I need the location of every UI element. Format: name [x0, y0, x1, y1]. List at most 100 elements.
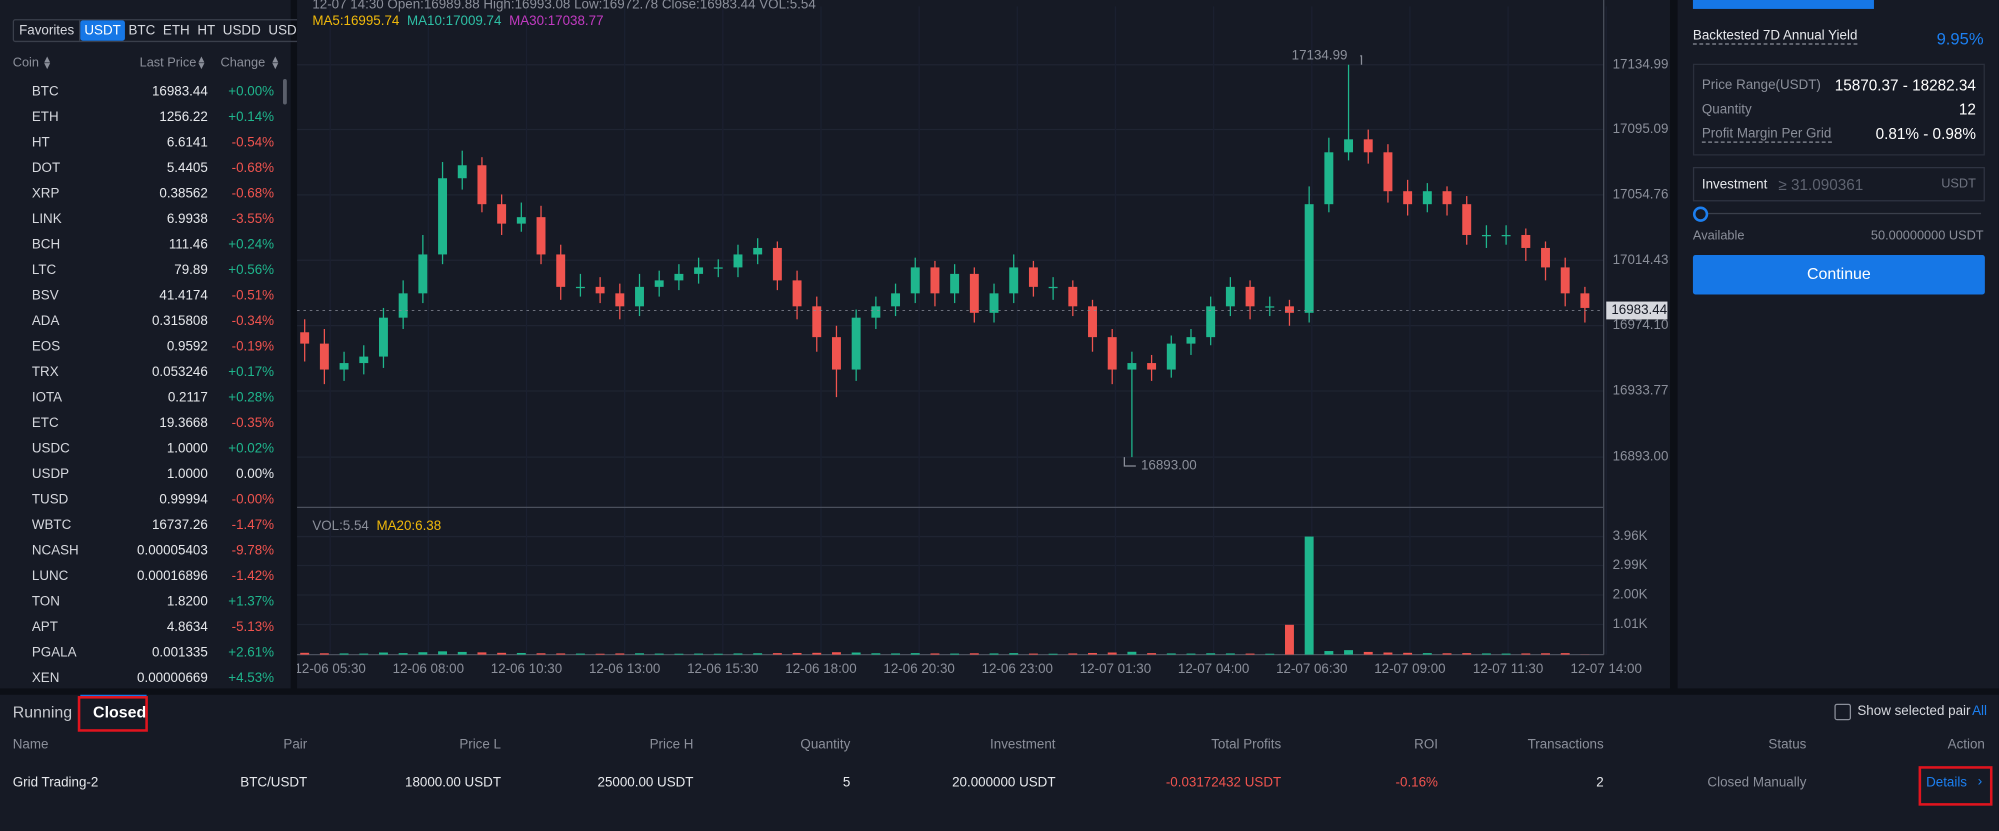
- y-tick-label: 16893.00: [1613, 449, 1669, 464]
- last-price: 19.3668: [159, 415, 208, 431]
- coin-name[interactable]: XEN: [31, 670, 60, 686]
- param-label: Quantity: [1701, 101, 1752, 118]
- highlight-box: [77, 696, 148, 732]
- market-tab[interactable]: USDC: [268, 22, 307, 39]
- coin-name[interactable]: BTC: [31, 84, 59, 100]
- coin-name[interactable]: BSV: [31, 288, 59, 304]
- change: -0.19%: [231, 339, 275, 355]
- orders-panel: Running Closed Show selected pair All Na…: [0, 694, 1999, 831]
- volume-bar: [1403, 652, 1413, 655]
- all-link[interactable]: All: [1972, 703, 1987, 719]
- coin-name[interactable]: BCH: [31, 237, 61, 253]
- last-price: 0.315808: [151, 313, 208, 329]
- candle-body: [1560, 267, 1570, 294]
- y-tick-label: 17095.09: [1613, 121, 1669, 136]
- volume-bar: [1324, 651, 1334, 655]
- investment-input[interactable]: Investment ≥ 31.090361 USDT: [1692, 166, 1985, 202]
- candle-body: [1048, 286, 1058, 289]
- tab-running[interactable]: Running: [12, 703, 73, 722]
- cell: BTC/USDT: [240, 775, 308, 791]
- candle-body: [635, 286, 644, 307]
- coin-name[interactable]: APT: [31, 619, 58, 635]
- coin-name[interactable]: TON: [31, 594, 60, 610]
- candle-body: [910, 267, 920, 294]
- coin-name[interactable]: HT: [31, 135, 50, 151]
- last-price-label: 16983.44: [1611, 302, 1667, 317]
- column-header[interactable]: Coin: [12, 56, 39, 71]
- volume-bar: [1245, 653, 1255, 655]
- volume-bar: [1304, 536, 1314, 655]
- show-selected-label: Show selected pair: [1857, 703, 1971, 719]
- market-tab[interactable]: Favorites: [14, 20, 81, 41]
- volume-bar: [910, 653, 920, 655]
- candle-body: [1383, 152, 1393, 192]
- tab-closed[interactable]: Closed: [93, 703, 147, 722]
- volume-bar: [1107, 652, 1117, 655]
- coin-name[interactable]: PGALA: [31, 645, 77, 661]
- market-tab[interactable]: USDT: [80, 20, 125, 41]
- coin-name[interactable]: ETH: [31, 109, 59, 125]
- candle-body: [1501, 234, 1511, 237]
- last-price: 1.0000: [166, 441, 208, 457]
- slider-track: [1698, 212, 1982, 215]
- coin-name[interactable]: USDP: [31, 466, 70, 482]
- volume-bar: [1225, 653, 1235, 655]
- change: +4.53%: [228, 670, 275, 686]
- coin-name[interactable]: TRX: [31, 364, 59, 380]
- column-header[interactable]: Change: [220, 56, 266, 71]
- volume-bar: [1088, 652, 1097, 655]
- input-unit: USDT: [1941, 177, 1976, 192]
- yield-label: Backtested 7D Annual Yield: [1692, 28, 1858, 45]
- checkbox[interactable]: [1834, 703, 1852, 721]
- coin-name[interactable]: USDC: [31, 441, 70, 457]
- column-header: Total Profits: [1211, 736, 1282, 753]
- param-value: 12: [1958, 100, 1976, 119]
- last-price: 4.8634: [166, 619, 208, 635]
- last-price: 0.9592: [166, 339, 208, 355]
- change: +0.24%: [228, 237, 275, 253]
- column-header: Status: [1768, 736, 1807, 753]
- candle-body: [1422, 191, 1432, 205]
- coin-name[interactable]: TUSD: [31, 492, 69, 508]
- candle-body: [536, 217, 546, 255]
- column-header[interactable]: Last Price: [139, 56, 197, 71]
- coin-name[interactable]: LTC: [31, 262, 57, 278]
- volume-bar: [733, 653, 743, 655]
- market-tab[interactable]: ETH: [162, 22, 190, 39]
- coin-name[interactable]: WBTC: [31, 517, 72, 533]
- coin-name[interactable]: XRP: [31, 186, 60, 202]
- cell: 5: [842, 775, 851, 791]
- candle-body: [851, 317, 861, 370]
- coin-name[interactable]: IOTA: [31, 390, 63, 406]
- coin-name[interactable]: LUNC: [31, 568, 69, 584]
- change: -0.68%: [231, 186, 275, 202]
- change: +0.14%: [228, 109, 275, 125]
- volume-bar: [1462, 653, 1472, 655]
- candle-body: [950, 273, 960, 294]
- coin-name[interactable]: DOT: [31, 160, 61, 176]
- cell[interactable]: Details: [1926, 775, 1968, 791]
- candle-body: [1265, 306, 1275, 308]
- x-tick-label: 12-06 15:30: [687, 661, 758, 676]
- candle-body: [1009, 267, 1019, 294]
- candle-body: [457, 165, 467, 179]
- x-tick-label: 12-07 14:00: [1571, 661, 1642, 676]
- coin-name[interactable]: NCASH: [31, 543, 79, 559]
- continue-button[interactable]: Continue: [1692, 254, 1985, 295]
- change: -3.55%: [231, 211, 275, 227]
- market-tab[interactable]: HT: [197, 22, 216, 39]
- candle-body: [871, 306, 881, 318]
- coin-name[interactable]: EOS: [31, 339, 61, 355]
- candle-body: [753, 247, 763, 255]
- coin-name[interactable]: LINK: [31, 211, 62, 227]
- volume-bar: [831, 652, 841, 655]
- last-price: 1.0000: [166, 466, 208, 482]
- market-tab[interactable]: USDD: [222, 22, 261, 39]
- market-tab[interactable]: BTC: [128, 22, 156, 39]
- candle-body: [812, 306, 822, 338]
- coin-name[interactable]: ADA: [31, 313, 60, 329]
- candle-body: [300, 332, 310, 344]
- slider-handle[interactable]: [1692, 206, 1709, 222]
- coin-name[interactable]: ETC: [31, 415, 59, 431]
- y-tick-label: 17134.99: [1613, 56, 1669, 71]
